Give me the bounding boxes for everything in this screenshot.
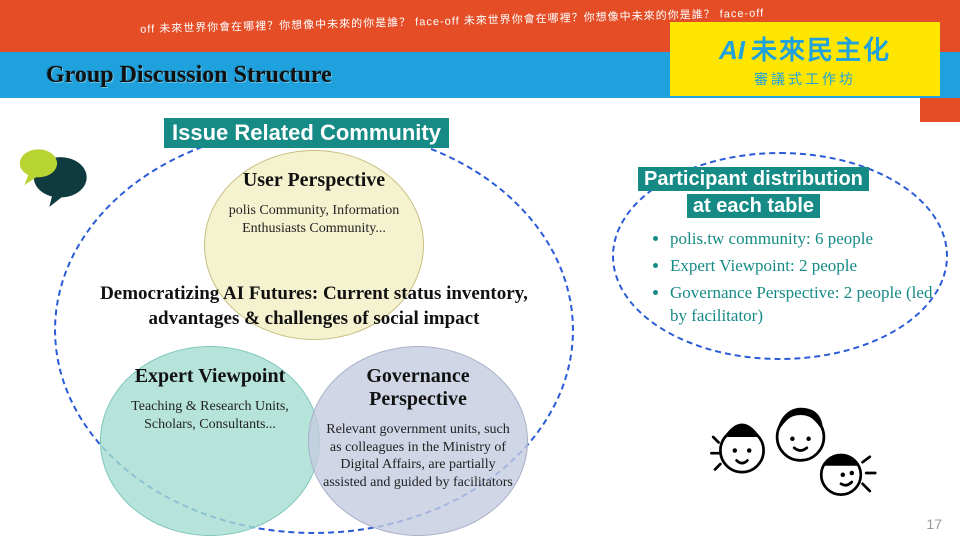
perspective-expert-title: Expert Viewpoint	[115, 365, 305, 388]
perspective-expert-body: Teaching & Research Units, Scholars, Con…	[115, 398, 305, 433]
dist-label-line1: Participant distribution	[638, 167, 869, 191]
page-title: Group Discussion Structure	[46, 62, 332, 89]
list-item: polis.tw community: 6 people	[670, 228, 948, 251]
brand-box: AI未來民主化 審議式工作坊	[670, 22, 940, 96]
page-number: 17	[926, 516, 942, 532]
brand-line1: AI未來民主化	[719, 30, 891, 67]
center-statement: Democratizing AI Futures: Current status…	[78, 282, 550, 331]
perspective-user-body: polis Community, Information Enthusiasts…	[219, 202, 409, 237]
dist-label-line2: at each table	[687, 194, 820, 218]
distribution-list: polis.tw community: 6 people Expert View…	[648, 228, 948, 332]
list-item: Expert Viewpoint: 2 people	[670, 255, 948, 278]
list-item: Governance Perspective: 2 people (led by…	[670, 282, 948, 328]
issue-community-label: Issue Related Community	[164, 118, 449, 148]
brand-line1-text: 未來民主化	[751, 35, 891, 65]
brand-line2: 審議式工作坊	[754, 69, 856, 89]
perspective-expert: Expert Viewpoint Teaching & Research Uni…	[100, 346, 320, 536]
distribution-label: Participant distribution at each table	[638, 166, 869, 220]
perspective-user-title: User Perspective	[219, 169, 409, 192]
faces-doodle-icon	[706, 400, 886, 510]
chat-bubbles-icon	[14, 140, 94, 210]
brand-ai: AI	[719, 35, 745, 65]
perspective-gov-title: Governance Perspective	[323, 365, 513, 411]
perspective-governance: Governance Perspective Relevant governme…	[308, 346, 528, 536]
slide: off 未來世界你會在哪裡？你想像中未來的你是誰？ face-off 未來世界你…	[0, 0, 960, 540]
perspective-gov-body: Relevant government units, such as colle…	[323, 421, 513, 491]
